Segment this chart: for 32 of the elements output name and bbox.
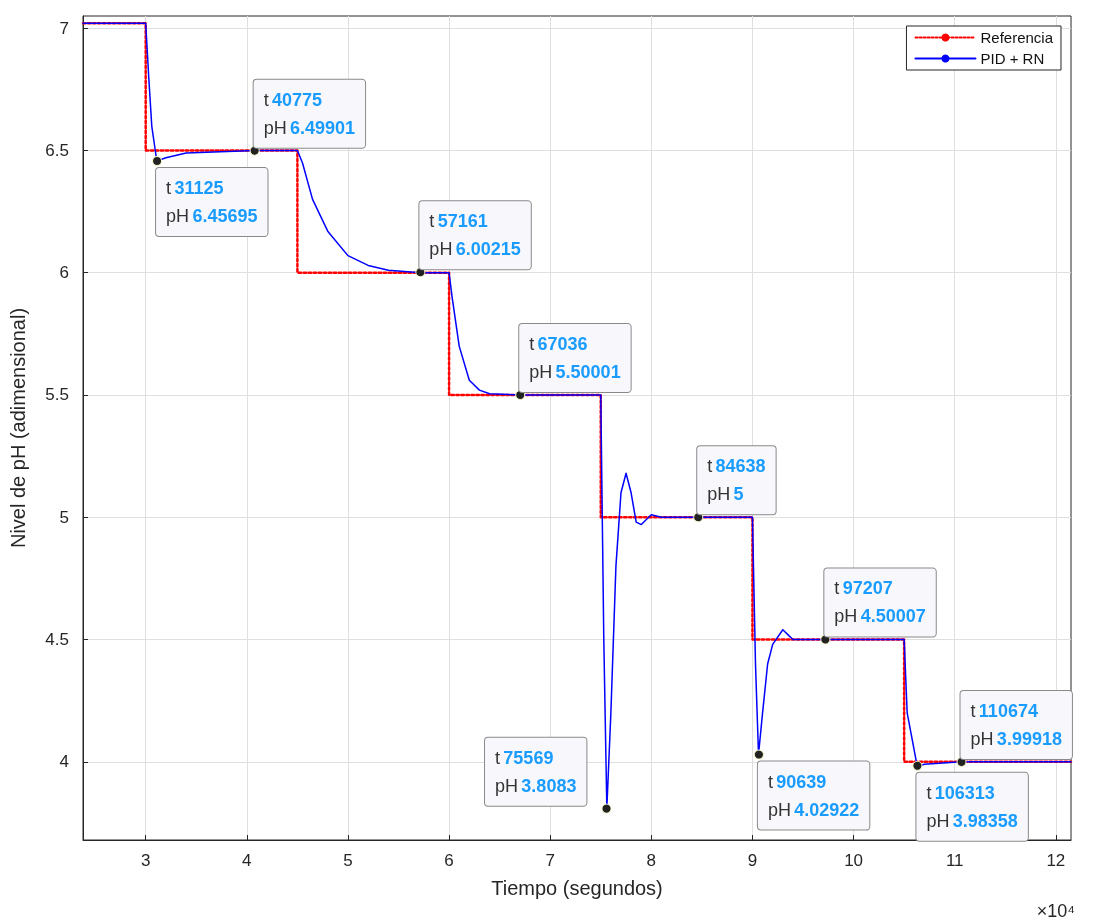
x-axis-title: Tiempo (segundos)	[491, 877, 663, 899]
x-tick-label: 3	[140, 851, 151, 870]
y-tick-label: 7	[59, 18, 69, 38]
annotation: t 90639 pH 4.02922	[767, 771, 860, 820]
annotation: t 75569 pH 3.8083	[495, 747, 577, 796]
x-tick-label: 9	[747, 851, 758, 870]
annotation: t 84638 pH 5	[707, 456, 766, 505]
legend-label: PID + RN	[980, 50, 1045, 67]
x-tick-label: 5	[343, 851, 353, 870]
x-tick-label: 6	[444, 851, 454, 870]
x-tick-label: 10	[844, 851, 864, 870]
annotation: t 97207 pH 4.50007	[834, 578, 926, 627]
y-tick-label: 4.5	[45, 630, 69, 649]
x-tick-label: 8	[646, 851, 657, 870]
y-tick-label: 6	[59, 263, 69, 283]
y-tick-label: 5	[59, 507, 69, 527]
annotation: t 106313 pH 3.98358	[926, 782, 1018, 831]
y-axis-title: Nivel de pH (adimensional)	[7, 307, 29, 549]
annotation: t 110674 pH 3.99918	[970, 700, 1062, 749]
legend-label: Referencia	[980, 29, 1054, 46]
x-tick-label: 4	[242, 851, 252, 870]
annotation: t 67036 pH 5.50001	[529, 333, 621, 382]
x-tick-label: 7	[545, 851, 555, 870]
text: ×10⁴	[1036, 901, 1076, 921]
x-tick-label: 12	[1046, 851, 1066, 870]
y-tick-label: 4	[59, 752, 69, 772]
annotation: t 57161 pH 6.00215	[429, 211, 521, 260]
x-tick-label: 11	[945, 851, 964, 870]
y-tick-label: 6.5	[45, 140, 69, 160]
annotation: t 31125 pH 6.45695	[166, 178, 258, 227]
annotation: t 40775 pH 6.49901	[263, 89, 356, 138]
y-tick-label: 5.5	[45, 385, 69, 405]
